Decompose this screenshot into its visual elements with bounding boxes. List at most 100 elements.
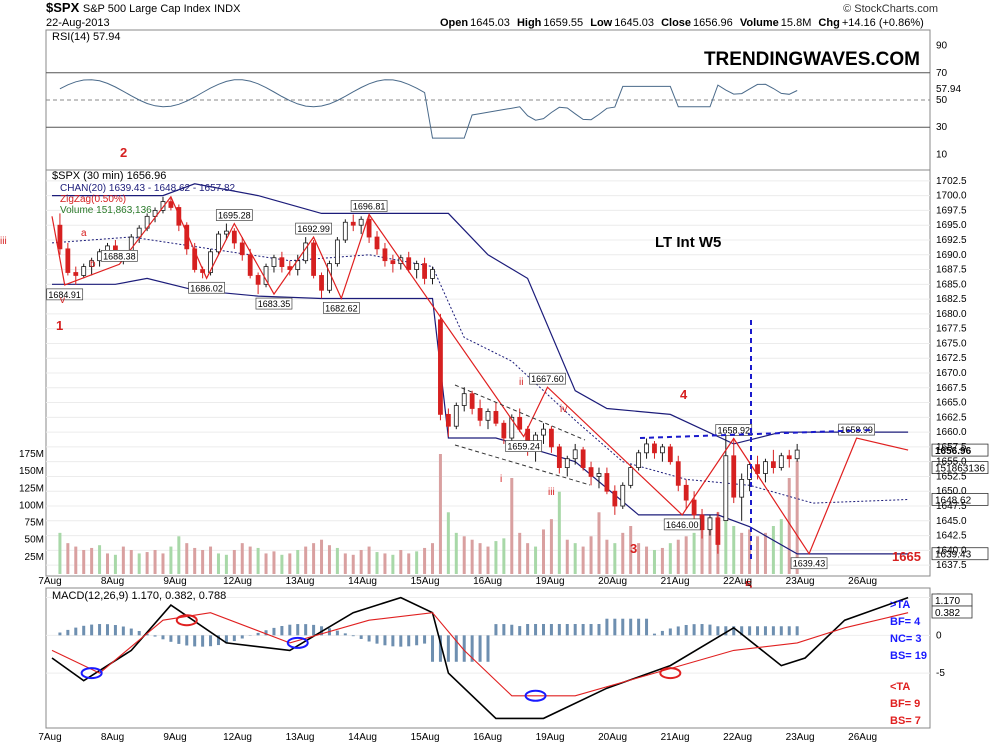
wave-1-label: 1 (56, 318, 63, 333)
price-tick-label: 1655.0 (936, 457, 967, 468)
volume-bar (565, 539, 569, 574)
volume-bar (304, 546, 308, 574)
candle-body (327, 263, 332, 291)
macd-hist-bar (573, 624, 577, 636)
volume-bar (90, 547, 94, 574)
sub-i-label: i (500, 474, 502, 485)
candle-body (707, 517, 713, 531)
price-tick-label: 1667.5 (936, 383, 967, 394)
right-axis-callout (931, 443, 989, 457)
volume-bar (161, 553, 165, 574)
price-label-text: 1658.92 (717, 426, 750, 436)
x-tick-label: 20Aug (598, 576, 627, 587)
volume-bar (478, 543, 482, 574)
volume-tick-label: 75M (25, 518, 44, 529)
volume-bar (105, 553, 109, 574)
wave-3-label: 3 (630, 541, 637, 556)
candle-body (517, 416, 523, 430)
macd-hist-bar (549, 624, 553, 636)
macd-hist-bar (446, 635, 450, 662)
macd-hist-bar (795, 626, 799, 636)
macd-hist-bar (454, 635, 458, 662)
volume-bar (185, 543, 189, 574)
macd-hist-bar (113, 625, 117, 636)
macd-hist-bar (312, 624, 316, 636)
price-tick-label: 1640.0 (936, 545, 967, 556)
macd-hist-bar (351, 635, 355, 637)
candle-body (208, 251, 213, 273)
candle-body (541, 428, 546, 436)
close-label: Close (661, 17, 692, 29)
volume-bar (74, 546, 78, 574)
price-tick-label: 1680.0 (936, 309, 967, 320)
candle-body (223, 230, 229, 235)
right-axis-callout (931, 547, 989, 561)
price-label-box (295, 222, 332, 235)
x-tick-label: 9Aug (163, 576, 186, 587)
copyright[interactable]: © StockCharts.com (843, 3, 938, 15)
volume-bar (645, 546, 649, 574)
channel-mid-line (51, 236, 909, 504)
macd-hist-bar (367, 635, 371, 642)
macd-hist-bar (240, 635, 244, 639)
sub-ii-label: ii (519, 377, 523, 388)
x-tick-label: 21Aug (661, 576, 690, 587)
x-tick-label: 21Aug (661, 732, 690, 743)
volume-bar (391, 554, 395, 574)
macd-hist-bar (399, 635, 403, 647)
macd-hist-bar (676, 626, 680, 636)
candle-body (699, 514, 705, 531)
volume-bar (605, 539, 609, 574)
price-tick-label: 1657.5 (936, 442, 967, 453)
x-tick-label: 22Aug (723, 576, 752, 587)
volume-bar (177, 536, 181, 574)
rsi-tick-label: 50 (936, 95, 948, 106)
x-tick-label: 14Aug (348, 576, 377, 587)
right-axis-callout-text: 151863136 (935, 464, 985, 475)
rsi-tick-label: 30 (936, 122, 948, 133)
volume-bar (129, 550, 133, 574)
macd-hist-bar (74, 627, 78, 636)
candle-body (549, 428, 554, 448)
macd-hist-bar (779, 626, 783, 636)
macd-hist-bar (224, 635, 228, 644)
wave-5-label: 5 (745, 578, 752, 593)
candle-body (81, 266, 87, 276)
candle-body (755, 464, 760, 474)
volume-label: Volume (739, 17, 779, 29)
macd-hist-bar (407, 635, 411, 647)
macd-hist-bar (98, 624, 102, 636)
volume-bar (502, 538, 506, 574)
macd-side-label: <TA (890, 681, 910, 693)
price-tick-label: 1690.0 (936, 250, 967, 261)
price-tick-label: 1700.0 (936, 191, 967, 202)
candle-body (778, 455, 784, 468)
volume-bar (708, 526, 712, 574)
volume-bar (779, 519, 783, 574)
price-label-box (350, 200, 388, 212)
price-tick-label: 1652.5 (936, 471, 967, 482)
x-tick-label: 7Aug (38, 576, 61, 587)
macd-hist-bar (296, 624, 300, 636)
x-tick-label: 16Aug (473, 732, 502, 743)
macd-hist-bar (161, 635, 165, 640)
candle-body (675, 461, 681, 486)
macd-hist-bar (581, 624, 585, 636)
price-label-text: 1639.43 (793, 559, 826, 569)
x-tick-label: 16Aug (473, 576, 502, 587)
volume-value: 15.8M (780, 17, 812, 29)
macd-hist-bar (605, 618, 609, 636)
candle-body (572, 449, 578, 460)
rsi-title: RSI(14) 57.94 (52, 31, 120, 43)
price-label-text: 1646.00 (666, 520, 699, 530)
price-x-axis: 7Aug 8Aug 9Aug 12Aug 13Aug 14Aug 15Aug 16Aug 19A… (38, 576, 877, 587)
volume-bar (660, 547, 664, 574)
watermark: TRENDINGWAVES.COM (704, 49, 920, 70)
candle-body (406, 257, 412, 270)
volume-bar (613, 543, 617, 574)
macd-hist-bar (177, 635, 181, 644)
volume-bar (280, 554, 284, 574)
rsi-tick-label: 70 (936, 68, 948, 79)
symbol-text: $SPX (46, 0, 80, 15)
macd-hist-bar (232, 635, 236, 642)
